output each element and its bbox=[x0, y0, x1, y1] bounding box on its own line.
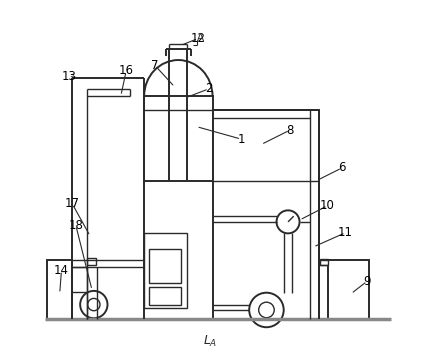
Text: 14: 14 bbox=[54, 264, 69, 277]
Text: $L_A$: $L_A$ bbox=[203, 334, 217, 349]
Bar bbox=[87, 258, 96, 265]
Text: 13: 13 bbox=[61, 70, 76, 83]
Text: 1: 1 bbox=[237, 132, 245, 145]
Circle shape bbox=[80, 291, 108, 318]
Bar bbox=[149, 249, 181, 283]
Bar bbox=[213, 110, 319, 319]
Circle shape bbox=[276, 210, 299, 233]
Text: 17: 17 bbox=[65, 197, 80, 210]
Circle shape bbox=[259, 302, 274, 318]
Text: 2: 2 bbox=[205, 82, 213, 95]
Text: 12: 12 bbox=[190, 32, 206, 45]
Circle shape bbox=[249, 293, 284, 327]
Bar bbox=[144, 96, 213, 180]
Bar bbox=[47, 260, 72, 319]
Text: 9: 9 bbox=[363, 275, 371, 288]
Bar bbox=[144, 232, 187, 308]
Bar bbox=[149, 287, 181, 305]
Text: A: A bbox=[197, 34, 204, 43]
Bar bbox=[327, 260, 369, 319]
Text: 16: 16 bbox=[119, 64, 134, 77]
Text: 7: 7 bbox=[151, 59, 159, 72]
Bar bbox=[320, 258, 327, 265]
Circle shape bbox=[88, 299, 100, 311]
Text: 10: 10 bbox=[320, 199, 335, 212]
Text: 18: 18 bbox=[68, 219, 83, 232]
Text: 11: 11 bbox=[338, 226, 353, 239]
Text: 8: 8 bbox=[286, 124, 294, 137]
Text: 6: 6 bbox=[338, 161, 346, 174]
